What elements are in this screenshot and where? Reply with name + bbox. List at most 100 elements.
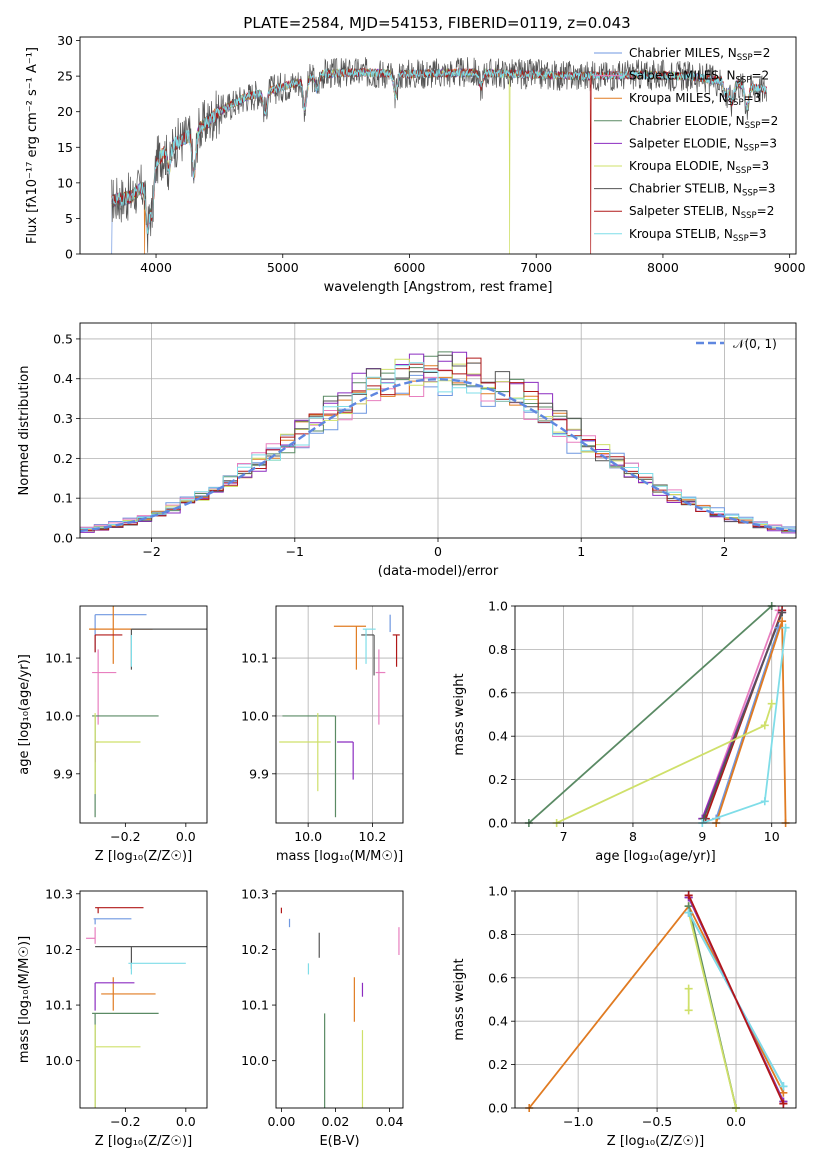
x-tick-label: 4000 bbox=[140, 260, 172, 275]
weight-marker-kroupa_stelib bbox=[760, 797, 769, 806]
x-tick-label: −0.5 bbox=[642, 1114, 672, 1129]
y-tick-label: 0.4 bbox=[488, 1014, 508, 1029]
y-tick-label: 10.0 bbox=[241, 708, 269, 723]
y-tick-label: 10.3 bbox=[45, 886, 73, 901]
x-tick-label: 1 bbox=[577, 544, 585, 559]
y-tick-label: 0.8 bbox=[488, 642, 508, 657]
y-axis-label: mass [log₁₀(M/M☉)] bbox=[17, 936, 32, 1063]
x-tick-label: −0.2 bbox=[110, 1114, 140, 1129]
y-tick-label: 10.0 bbox=[241, 1053, 269, 1068]
x-tick-label: 9 bbox=[698, 829, 706, 844]
residual-hist-salpeter_stelib bbox=[80, 357, 796, 534]
weight_vs_age-panel: 7 8 9 10 0.0 0.2 0.4 0.6 0.8 1.0 age [log₁₀(age/yr… bbox=[452, 599, 797, 864]
spectrum-kroupa_stelib-line bbox=[111, 67, 767, 234]
x-tick-label: 0.0 bbox=[726, 1114, 746, 1129]
x-axis-label: E(B-V) bbox=[319, 1134, 359, 1149]
axes-frame bbox=[79, 36, 797, 255]
x-tick-label: 9000 bbox=[774, 260, 806, 275]
weight-marker-kroupa_stelib bbox=[779, 1082, 788, 1091]
axes-frame bbox=[514, 605, 797, 824]
legend-label-salpeter_miles: Salpeter MILES, NSSP=2 bbox=[629, 69, 769, 86]
y-tick-label: 0.0 bbox=[488, 1101, 508, 1116]
weight-marker-kroupa_stelib bbox=[781, 623, 790, 632]
spectrum-chabrier_stelib-line bbox=[111, 57, 767, 253]
x-tick-label: 0.02 bbox=[322, 1114, 350, 1129]
y-tick-label: 0.0 bbox=[488, 816, 508, 831]
x-tick-label: 10.0 bbox=[294, 829, 322, 844]
residual-hist-kroupa_stelib bbox=[80, 362, 796, 532]
legend-label-kroupa_elodie: Kroupa ELODIE, NSSP=3 bbox=[629, 159, 769, 176]
x-axis-label: wavelength [Angstrom, rest frame] bbox=[324, 280, 553, 295]
legend-label-chabrier_elodie: Chabrier ELODIE, NSSP=2 bbox=[629, 114, 778, 131]
x-tick-label: 0.04 bbox=[376, 1114, 404, 1129]
y-tick-label: 0.4 bbox=[53, 371, 73, 386]
y-tick-label: 0.2 bbox=[488, 1057, 508, 1072]
y-tick-label: 0.6 bbox=[488, 970, 508, 985]
x-tick-label: −1 bbox=[286, 544, 304, 559]
weight-line-chabrier_elodie bbox=[528, 606, 773, 823]
y-tick-label: 20 bbox=[57, 104, 73, 119]
x-tick-label: 7000 bbox=[520, 260, 552, 275]
y-tick-label: 5 bbox=[65, 211, 73, 226]
age_vs_Z-panel: −0.2 0.0 9.9 10.0 10.1 Z [log₁₀(Z/Z☉)] age [lo… bbox=[17, 605, 208, 864]
y-axis-label: Normed distribution bbox=[17, 366, 32, 496]
weight-marker-kroupa_stelib bbox=[684, 908, 693, 917]
x-tick-label: −0.2 bbox=[110, 829, 140, 844]
axes-frame bbox=[79, 890, 208, 1109]
y-tick-label: 10.1 bbox=[45, 998, 73, 1013]
residuals-panel: −2 −1 0 1 2 0.0 0.1 0.2 0.3 0.4 0.5 (data-model)/er… bbox=[17, 322, 797, 579]
y-tick-label: 0.0 bbox=[53, 531, 73, 546]
y-tick-label: 1.0 bbox=[488, 884, 508, 899]
legend-label-chabrier_miles: Chabrier MILES, NSSP=2 bbox=[629, 46, 770, 63]
weight-line-kroupa_elodie bbox=[687, 912, 737, 1108]
weight-marker-kroupa_elodie bbox=[684, 984, 693, 993]
x-tick-label: 10 bbox=[764, 829, 780, 844]
axes-frame bbox=[79, 605, 208, 824]
weight-line-chabrier_miles bbox=[715, 627, 780, 819]
weight-marker-kroupa_elodie bbox=[767, 699, 776, 708]
y-tick-label: 10.1 bbox=[45, 651, 73, 666]
axes-frame bbox=[79, 322, 797, 539]
mass_vs_Z-panel: −0.2 0.0 10.0 10.1 10.2 10.3 Z [log₁₀(Z/Z☉)] ma… bbox=[17, 886, 208, 1149]
x-tick-label: 10.2 bbox=[359, 829, 387, 844]
x-tick-label: 5000 bbox=[267, 260, 299, 275]
y-tick-label: 10.1 bbox=[241, 998, 269, 1013]
spectrum-panel: 4000 5000 6000 7000 8000 9000 0 5 10 15 20 25 30 wave… bbox=[25, 33, 806, 295]
x-tick-label: 0.00 bbox=[267, 1114, 295, 1129]
x-axis-label: age [log₁₀(age/yr)] bbox=[595, 849, 716, 864]
y-tick-label: 10 bbox=[57, 175, 73, 190]
x-tick-label: 8 bbox=[629, 829, 637, 844]
x-tick-label: −1.0 bbox=[563, 1114, 593, 1129]
axes-frame bbox=[275, 890, 404, 1109]
weight-marker-chabrier_stelib bbox=[699, 814, 708, 823]
x-tick-label: 2 bbox=[720, 544, 728, 559]
x-axis-label: Z [log₁₀(Z/Z☉)] bbox=[607, 1134, 704, 1149]
legend-label-salpeter_elodie: Salpeter ELODIE, NSSP=3 bbox=[629, 136, 777, 153]
x-tick-label: 0.0 bbox=[176, 829, 196, 844]
x-tick-label: 0.0 bbox=[176, 1114, 196, 1129]
y-axis-label: mass weight bbox=[452, 673, 467, 755]
y-tick-label: 10.0 bbox=[45, 1053, 73, 1068]
normal-curve bbox=[80, 377, 796, 533]
y-axis-label: age [log₁₀(age/yr)] bbox=[17, 654, 32, 775]
axes-frame bbox=[514, 890, 797, 1109]
weight-marker-kroupa_elodie bbox=[760, 721, 769, 730]
y-tick-label: 0.8 bbox=[488, 927, 508, 942]
y-tick-label: 9.9 bbox=[249, 766, 269, 781]
y-tick-label: 10.0 bbox=[45, 708, 73, 723]
weight-marker-chabrier_stelib bbox=[778, 608, 787, 617]
weight-marker-kroupa_elodie bbox=[684, 1006, 693, 1015]
y-tick-label: 0.2 bbox=[488, 772, 508, 787]
x-tick-label: 6000 bbox=[394, 260, 426, 275]
x-axis-label: mass [log₁₀(M/M☉)] bbox=[276, 849, 403, 864]
y-axis-label: Flux [fλ10⁻¹⁷ erg cm⁻² s⁻¹ A⁻¹] bbox=[25, 47, 40, 244]
y-tick-label: 0 bbox=[65, 247, 73, 262]
figure-title: PLATE=2584, MJD=54153, FIBERID=0119, z=0… bbox=[243, 14, 630, 32]
legend-label-chabrier_stelib: Chabrier STELIB, NSSP=3 bbox=[629, 182, 776, 199]
y-tick-label: 25 bbox=[57, 69, 73, 84]
mass_vs_ebv-panel: 0.00 0.02 0.04 10.0 10.1 10.2 10.3 E(B-V) bbox=[241, 886, 404, 1149]
x-axis-label: (data-model)/error bbox=[378, 564, 499, 579]
weight-marker-kroupa_miles bbox=[778, 617, 787, 626]
weight-line-chabrier_stelib bbox=[702, 612, 783, 820]
